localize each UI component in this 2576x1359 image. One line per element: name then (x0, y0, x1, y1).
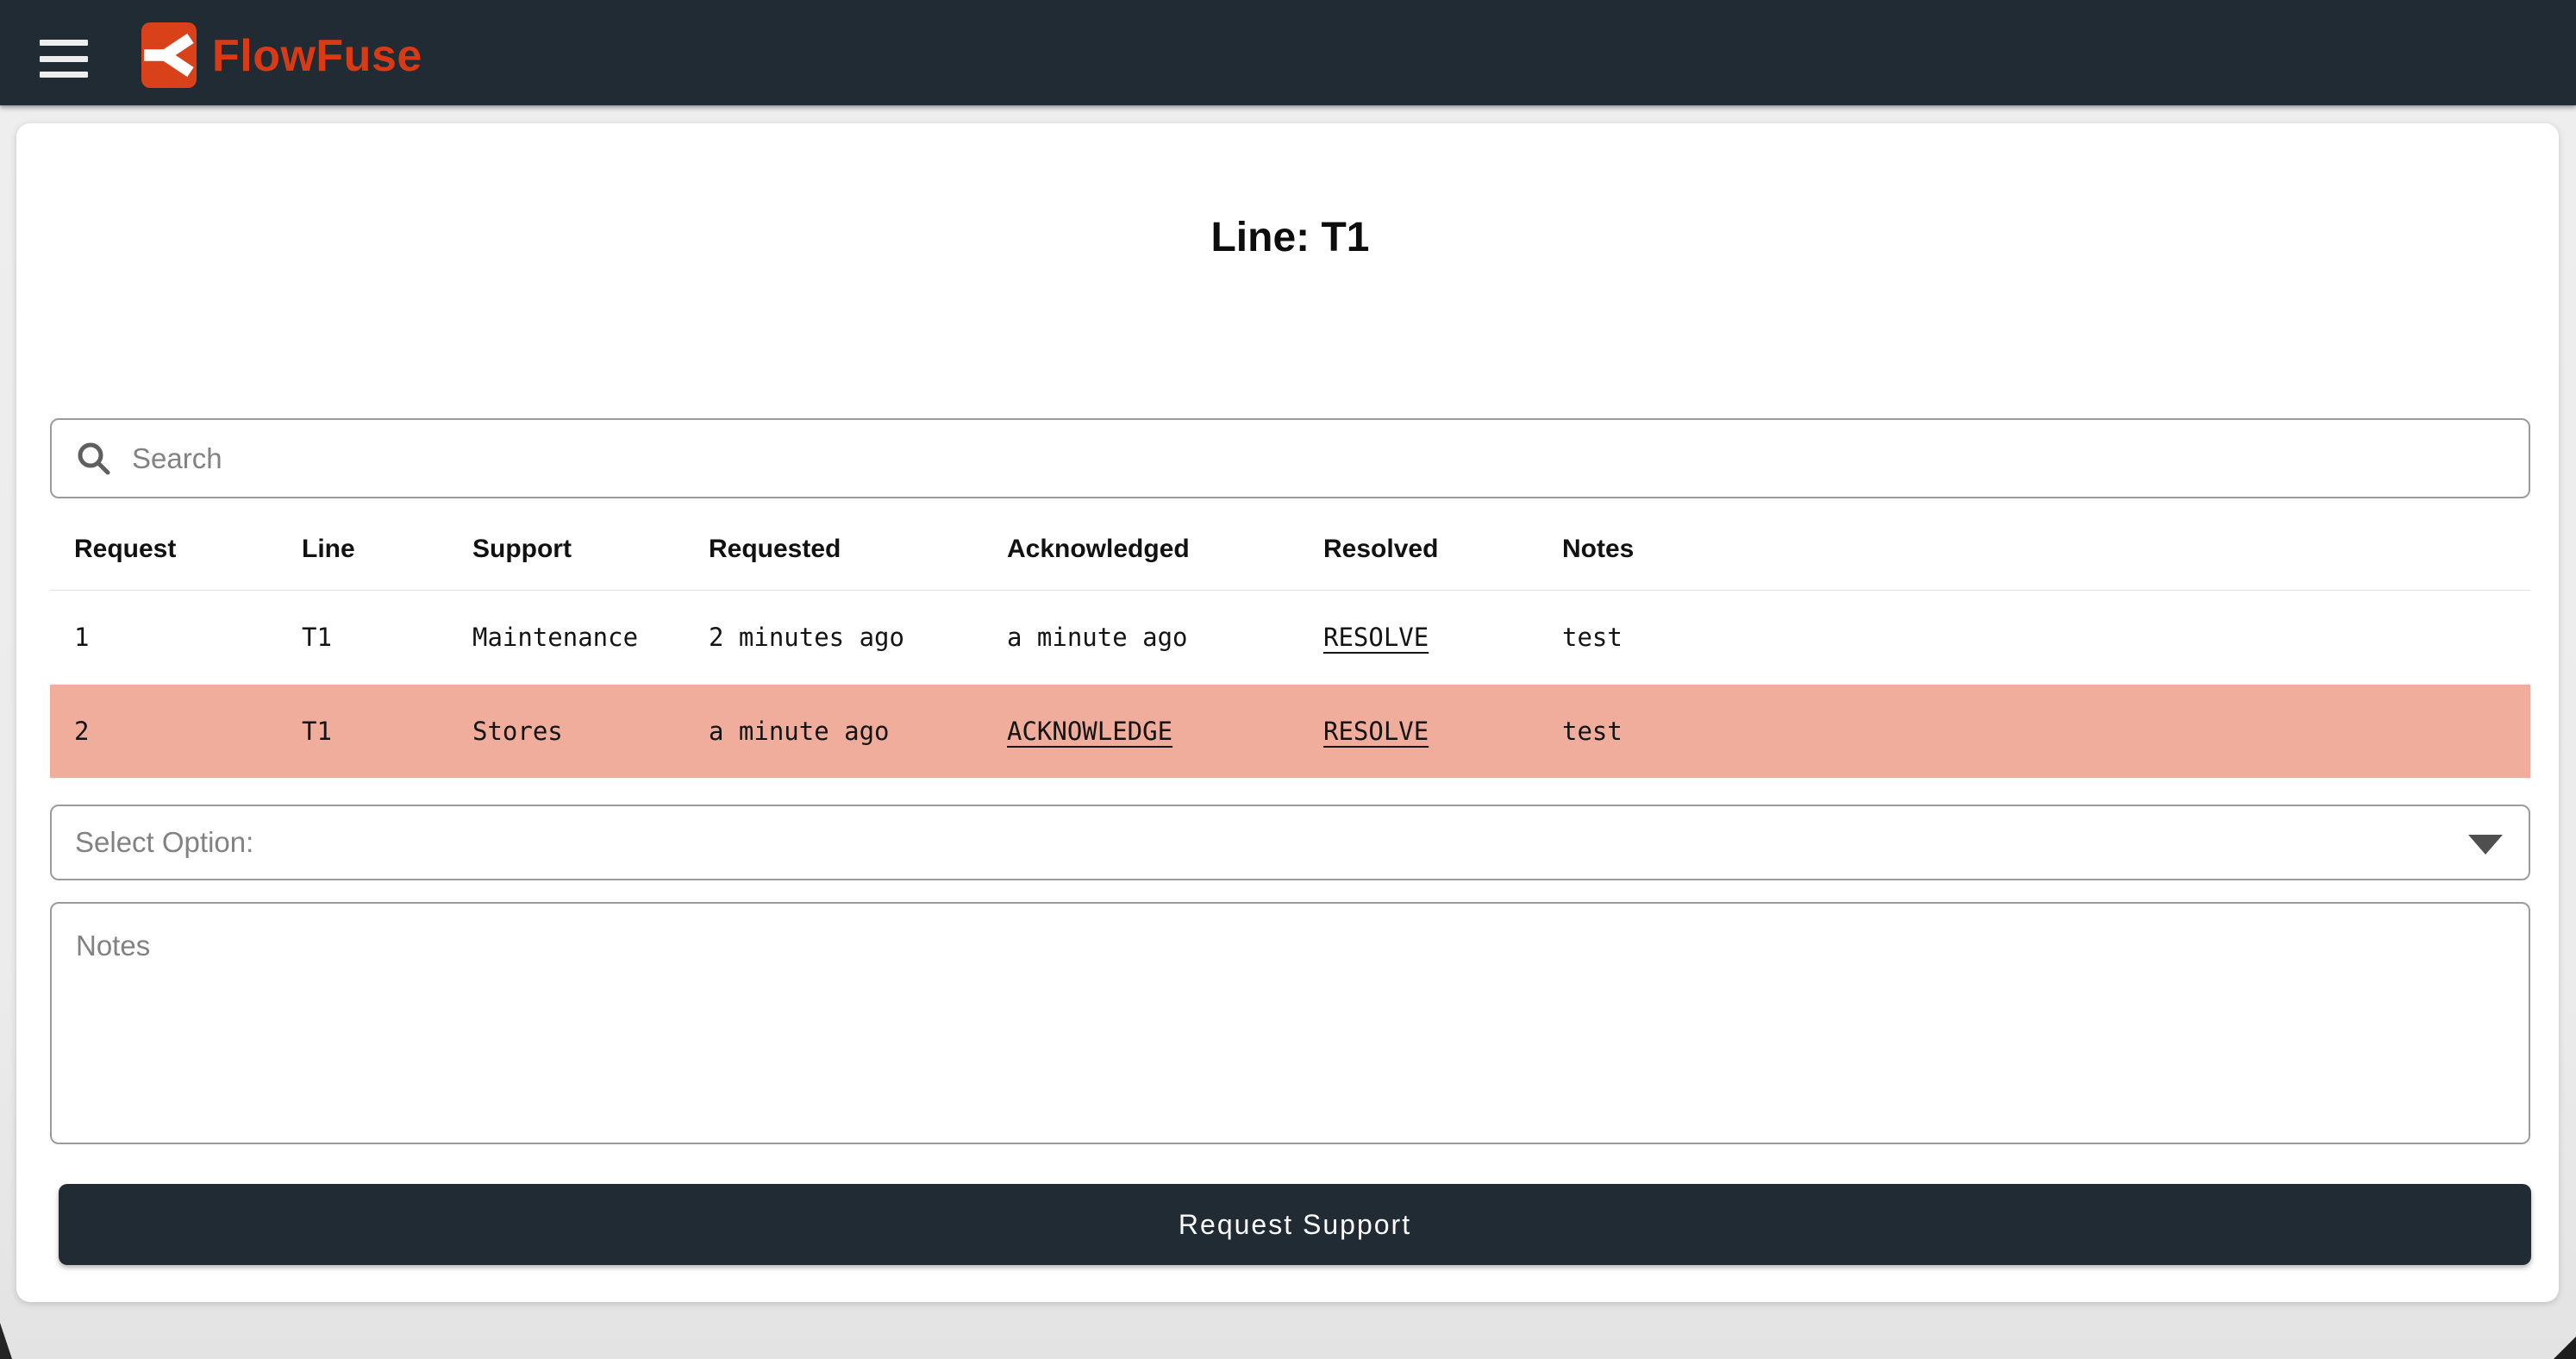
column-header-notes: Notes (1538, 509, 2530, 591)
brand-name: FlowFuse (212, 31, 422, 81)
column-header-acknowledged: Acknowledged (983, 509, 1299, 591)
resolve-link[interactable]: RESOLVE (1323, 717, 1429, 746)
menu-icon (40, 55, 88, 62)
menu-icon (40, 72, 88, 78)
cell-notes: test (1562, 623, 1623, 652)
cell-line: T1 (302, 623, 332, 652)
resolve-link[interactable]: RESOLVE (1323, 623, 1429, 652)
notes-textarea[interactable] (50, 902, 2530, 1144)
table-header-row: Request Line Support Requested Acknowled… (50, 509, 2530, 591)
top-navbar: FlowFuse (0, 0, 2576, 105)
menu-icon (40, 40, 88, 46)
column-header-line: Line (278, 509, 448, 591)
brand-logo[interactable]: FlowFuse (141, 17, 422, 88)
column-header-request: Request (50, 509, 278, 591)
cell-request: 2 (74, 717, 90, 746)
table-row: 1 T1 Maintenance 2 minutes ago a minute … (50, 591, 2530, 685)
corner-artifact (0, 1323, 12, 1359)
cell-line: T1 (302, 717, 332, 746)
search-box (50, 418, 2530, 498)
content-card: Line: T1 Request Line Support Request (16, 123, 2559, 1302)
cell-notes: test (1562, 717, 1623, 746)
column-header-resolved: Resolved (1299, 509, 1538, 591)
select-option-label: Select Option: (75, 826, 254, 858)
flowfuse-fork-glyph (144, 33, 194, 78)
column-header-requested: Requested (685, 509, 983, 591)
cell-requested: 2 minutes ago (709, 623, 904, 652)
requests-table: Request Line Support Requested Acknowled… (50, 509, 2530, 779)
acknowledge-link[interactable]: ACKNOWLEDGE (1007, 717, 1173, 746)
hamburger-menu-button[interactable] (40, 40, 88, 78)
table-row-highlighted: 2 T1 Stores a minute ago ACKNOWLEDGE RES… (50, 684, 2530, 779)
column-header-support: Support (448, 509, 685, 591)
search-input[interactable] (130, 441, 2342, 476)
page-title: Line: T1 (1210, 215, 1370, 260)
cell-support: Maintenance (472, 623, 639, 652)
corner-artifact (2554, 1337, 2576, 1359)
cell-requested: a minute ago (709, 717, 890, 746)
search-icon (78, 442, 110, 474)
chevron-down-icon (2468, 834, 2503, 855)
request-support-button[interactable]: Request Support (59, 1184, 2531, 1265)
cell-acknowledged: a minute ago (1007, 623, 1188, 652)
flowfuse-logo-icon (141, 22, 197, 88)
cell-support: Stores (472, 717, 563, 746)
cell-request: 1 (74, 623, 90, 652)
select-option-dropdown[interactable]: Select Option: (50, 805, 2530, 880)
